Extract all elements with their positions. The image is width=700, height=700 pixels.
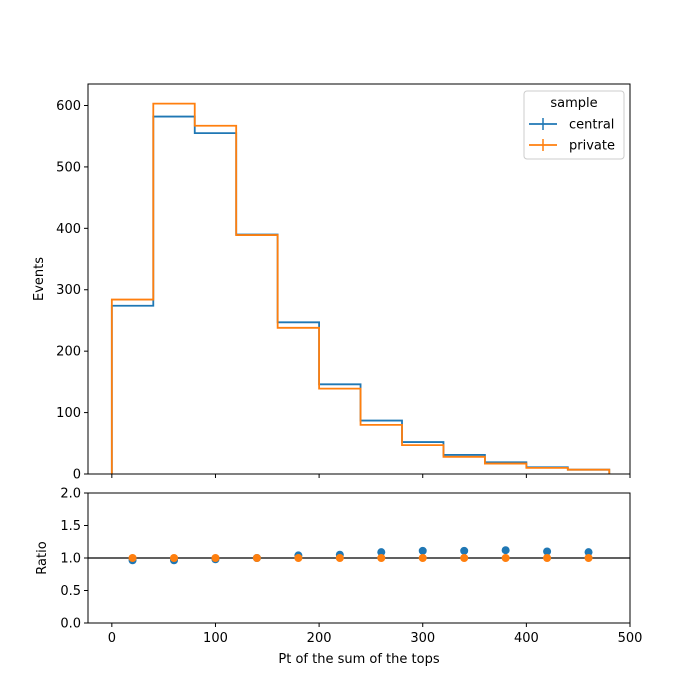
ratio-x-axis-label: Pt of the sum of the tops (278, 652, 439, 667)
ratio-point-private (170, 554, 179, 562)
ratio-point-private (335, 554, 344, 562)
ratio-y-tick-label: 2.0 (60, 487, 81, 502)
ratio-point-private (460, 554, 469, 562)
ratio-y-ticks: 0.0 0.5 1.0 1.5 2.0 (60, 487, 88, 632)
histogram-y-ticks: 0 100 200 300 400 500 600 (56, 99, 88, 483)
ratio-point-private (501, 554, 510, 562)
ratio-point-private (584, 554, 593, 562)
histogram-x-ticks (111, 474, 631, 478)
legend-entries: central private (529, 118, 615, 154)
histogram-y-tick-label: 100 (56, 406, 81, 421)
ratio-x-tick-label: 200 (307, 631, 332, 646)
histogram-y-tick-label: 400 (56, 222, 81, 237)
ratio-point-private (211, 554, 220, 562)
ratio-x-tick-label: 100 (203, 631, 228, 646)
histogram-frame (87, 83, 631, 475)
ratio-x-tick-label: 400 (514, 631, 539, 646)
ratio-y-tick-label: 1.0 (60, 552, 81, 567)
ratio-point-private (543, 554, 552, 562)
ratio-point-central (418, 546, 427, 555)
ratio-y-tick-label: 1.5 (60, 519, 81, 534)
ratio-point-central (460, 546, 469, 555)
ratio-y-axis-label: Ratio (35, 541, 50, 574)
ratio-point-central (584, 548, 593, 557)
ratio-x-tick-label: 300 (410, 631, 435, 646)
ratio-x-tick-label: 500 (618, 631, 643, 646)
ratio-panel: 0.0 0.5 1.0 1.5 2.0 0 100 200 300 400 500 Ratio P… (35, 487, 642, 668)
histogram-y-tick-label: 600 (56, 99, 81, 114)
ratio-marks (88, 546, 630, 565)
ratio-point-private (294, 554, 303, 562)
histogram-panel: 0 100 200 300 400 500 600 Events sample centra… (32, 83, 631, 483)
ratio-y-tick-label: 0.5 (60, 584, 81, 599)
ratio-y-tick-label: 0.0 (60, 617, 81, 632)
histogram-y-tick-label: 0 (73, 468, 81, 483)
histogram-y-tick-label: 500 (56, 160, 81, 175)
histogram-y-tick-label: 300 (56, 283, 81, 298)
ratio-point-private (252, 554, 261, 562)
ratio-point-private (377, 554, 386, 562)
ratio-point-central (377, 548, 386, 557)
ratio-point-central (543, 547, 552, 556)
ratio-point-private (128, 554, 137, 562)
legend-box (523, 90, 625, 160)
ratio-point-private (418, 554, 427, 562)
legend-label-central: central (569, 118, 614, 133)
histogram-marks (110, 102, 611, 474)
ratio-frame (87, 492, 631, 624)
ratio-x-ticks: 0 100 200 300 400 500 (108, 623, 643, 646)
ratio-point-central (501, 546, 510, 555)
legend-label-private: private (569, 139, 615, 154)
histogram-step-private (110, 102, 611, 474)
ratio-x-tick-label: 0 (108, 631, 116, 646)
histogram-y-tick-label: 200 (56, 345, 81, 360)
histogram-y-axis-label: Events (32, 257, 47, 301)
legend: sample central private (523, 90, 625, 160)
legend-title: sample (550, 96, 597, 111)
